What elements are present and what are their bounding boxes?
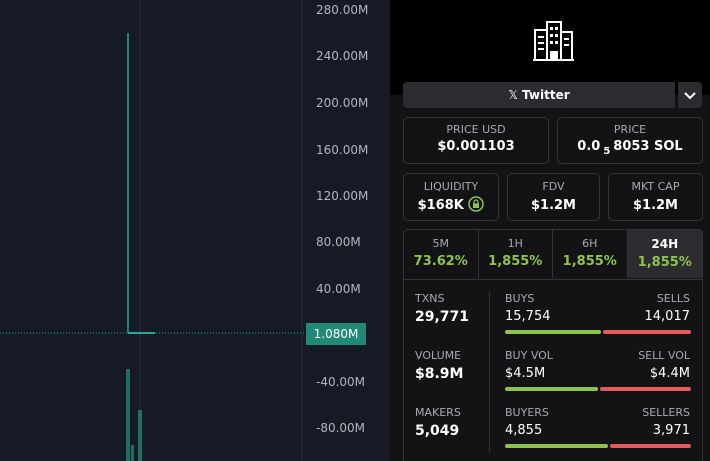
fdv-box: FDV $1.2M — [507, 173, 600, 221]
axis-label: -80.00M — [316, 421, 366, 435]
dropdown-toggle[interactable] — [678, 82, 702, 108]
axis-label: 40.00M — [316, 282, 361, 296]
axis-label: 280.00M — [316, 3, 369, 17]
txn-row: TXNS 29,771 BUYS 15,754 SELLS 14,017 — [404, 292, 702, 349]
sell-bar — [610, 444, 691, 448]
label: FDV — [542, 180, 565, 193]
value-prefix: 0.0 — [577, 139, 601, 154]
current-price: 1.080M — [313, 327, 359, 341]
label: PRICE — [613, 123, 647, 136]
axis-label: 240.00M — [316, 49, 369, 63]
total-value: $8.9M — [415, 366, 464, 382]
button-label: Twitter — [522, 88, 570, 102]
value: $1.2M — [632, 198, 678, 213]
txn-stats: TXNS 29,771 BUYS 15,754 SELLS 14,017 VOLUME $8.… — [403, 280, 703, 461]
volume-bar — [131, 445, 134, 461]
timeframe-tab[interactable]: 6H 1,855% — [553, 230, 628, 278]
tab-label: 5M — [432, 237, 450, 250]
price-change: 1,855% — [637, 255, 692, 270]
axis-label: -40.00M — [316, 375, 366, 389]
buy-label: BUYS — [505, 292, 535, 305]
buy-value: 4,855 — [505, 423, 543, 438]
label: PRICE USD — [446, 123, 506, 136]
axis-label: 160.00M — [316, 143, 369, 157]
buy-bar — [505, 330, 601, 334]
price-chart: 280.00M 240.00M 200.00M 160.00M 120.00M 80.00… — [0, 0, 390, 461]
sell-label: SELLERS — [642, 406, 690, 419]
chevron — [684, 92, 696, 100]
timeframe-tabs: 5M 73.62% 1H 1,855% 6H 1,855% 24H 1,855% — [403, 229, 703, 280]
value-row: $168K — [404, 196, 498, 213]
value: $1.2M — [530, 198, 576, 213]
twitter-button[interactable]: 𝕏 Twitter — [403, 82, 675, 108]
label: LIQUIDITY — [423, 180, 479, 193]
price-tag — [306, 323, 366, 345]
divider — [489, 292, 490, 452]
value: 0.0 5 8053 SOL — [558, 139, 702, 157]
txn-row: MAKERS 5,049 BUYERS 4,855 SELLERS 3,971 — [404, 406, 702, 461]
pair-panel: 𝕏 Twitter PRICE USD $0.001103 PRICE 0.0 5 8… — [390, 0, 710, 461]
buy-label: BUYERS — [505, 406, 549, 419]
value-suffix: 8053 SOL — [613, 139, 683, 154]
tab-label: 6H — [582, 237, 598, 250]
price-change: 1,855% — [488, 254, 543, 269]
volume-bar — [126, 369, 130, 461]
axis-label: 80.00M — [316, 235, 361, 249]
lock-icon — [468, 196, 485, 212]
sell-value: $4.4M — [649, 366, 690, 381]
mkt-cap-box: MKT CAP $1.2M — [608, 173, 703, 221]
price-usd-box: PRICE USD $0.001103 — [403, 117, 549, 164]
axis-label: 200.00M — [316, 96, 369, 110]
sell-label: SELL VOL — [638, 349, 690, 362]
price-change: 1,855% — [562, 254, 617, 269]
total-label: VOLUME — [415, 349, 462, 362]
axis-label: 120.00M — [316, 189, 369, 203]
total-value: 29,771 — [415, 309, 470, 325]
buy-bar — [505, 387, 598, 391]
sell-bar — [600, 387, 691, 391]
tab-label: 1H — [507, 237, 523, 250]
building-icon — [533, 21, 574, 61]
value: $0.001103 — [437, 139, 515, 154]
header-banner — [390, 0, 710, 95]
zero-count: 5 — [603, 145, 611, 157]
sell-bar — [603, 330, 691, 334]
timeframe-tab[interactable]: 5M 73.62% — [404, 230, 479, 278]
total-label: MAKERS — [415, 406, 461, 419]
value: $168K — [417, 198, 464, 213]
timeframe-tab[interactable]: 1H 1,855% — [479, 230, 553, 278]
price-change: 73.62% — [413, 254, 468, 269]
total-label: TXNS — [415, 292, 445, 305]
liquidity-box: LIQUIDITY $168K — [403, 173, 499, 221]
volume-bar — [138, 410, 142, 461]
buy-value: $4.5M — [505, 366, 546, 381]
buy-bar — [505, 444, 608, 448]
buy-value: 15,754 — [505, 309, 551, 324]
timeframe-tab[interactable]: 24H 1,855% — [627, 230, 702, 278]
sell-label: SELLS — [656, 292, 690, 305]
txn-row: VOLUME $8.9M BUY VOL $4.5M SELL VOL $4.4M — [404, 349, 702, 406]
chart-canvas — [0, 0, 366, 461]
price-sol-box: PRICE 0.0 5 8053 SOL — [557, 117, 703, 164]
sell-value: 14,017 — [644, 309, 691, 324]
label: MKT CAP — [631, 180, 680, 193]
sell-value: 3,971 — [652, 423, 690, 438]
x-logo: 𝕏 — [508, 88, 519, 102]
buy-label: BUY VOL — [505, 349, 553, 362]
total-value: 5,049 — [415, 423, 460, 439]
tab-label: 24H — [651, 237, 679, 251]
